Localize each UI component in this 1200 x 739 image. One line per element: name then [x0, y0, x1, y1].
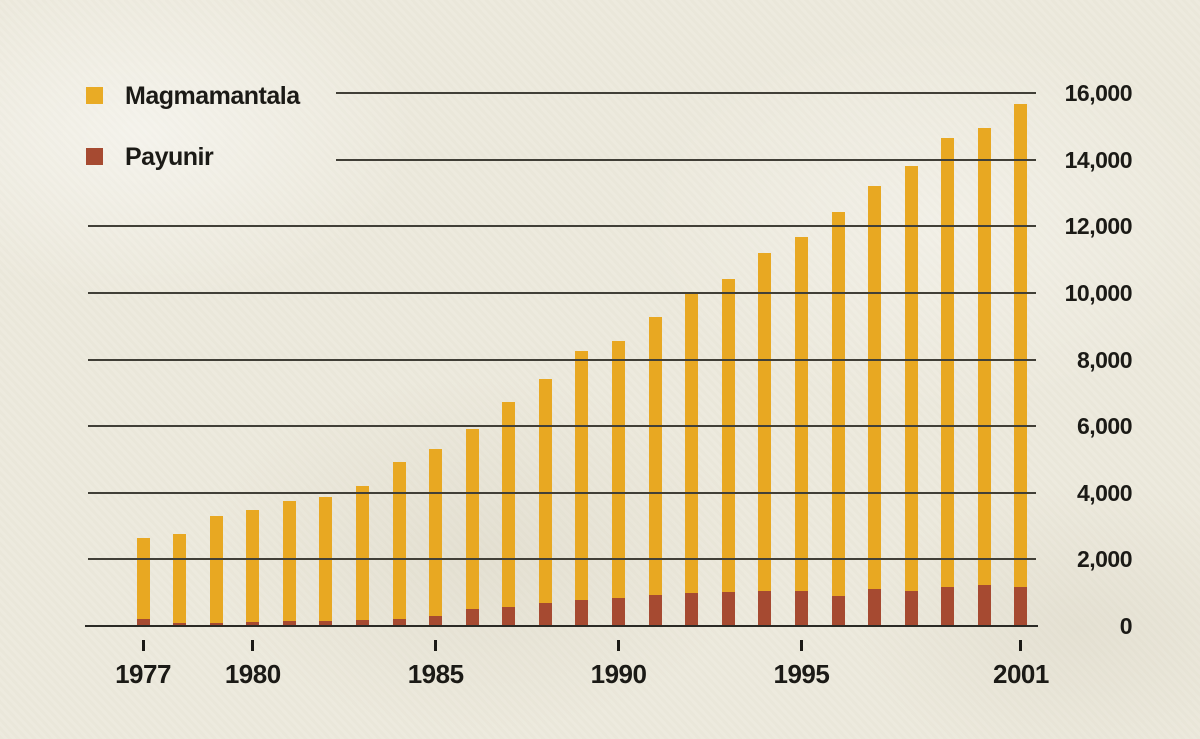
bar-magmamantala-1987: [502, 402, 516, 626]
bar-magmamantala-2001: [1014, 104, 1028, 626]
bar-payunir-1979: [209, 622, 223, 626]
bar-magmamantala-1993: [721, 279, 735, 626]
bar-magmamantala-1982: [319, 496, 333, 626]
bar-payunir-1985: [429, 616, 443, 626]
x-tick-label-2001: 2001: [992, 659, 1049, 689]
gridline-6000: [88, 425, 1036, 428]
bar-payunir-1995: [794, 591, 808, 626]
bar-payunir-1980: [246, 621, 260, 626]
legend-label-payunir: Payunir: [125, 143, 214, 171]
y-tick-label-0: 0: [1119, 613, 1133, 639]
bar-payunir-1993: [721, 592, 735, 626]
bar-payunir-1994: [758, 591, 772, 626]
gridline-14000: [336, 158, 1036, 161]
magmamantala-swatch-icon: [86, 87, 103, 104]
gridline-4000: [88, 491, 1036, 494]
x-tick-1985: [434, 640, 438, 651]
x-tick-label-1977: 1977: [115, 659, 171, 689]
y-tick-label-12000: 12,000: [1064, 213, 1133, 240]
bar-payunir-1984: [392, 619, 406, 626]
legend-label-magmamantala: Magmamantala: [125, 82, 300, 110]
y-tick-label-2000: 2,000: [1076, 546, 1133, 573]
bar-magmamantala-1977: [136, 537, 150, 626]
gridline-2000: [88, 558, 1036, 561]
bar-payunir-1978: [173, 623, 187, 626]
bar-payunir-1999: [941, 586, 955, 626]
x-tick-1995: [799, 640, 803, 651]
bar-magmamantala-1980: [246, 510, 260, 626]
bar-payunir-1987: [502, 606, 516, 626]
bar-payunir-1982: [319, 620, 333, 626]
bar-payunir-1988: [538, 603, 552, 626]
payunir-swatch-icon: [86, 148, 103, 165]
bar-payunir-2001: [1014, 586, 1028, 626]
x-tick-1980: [251, 640, 255, 651]
bar-magmamantala-1984: [392, 462, 406, 626]
x-tick-1977: [141, 640, 145, 651]
bar-magmamantala-1985: [429, 448, 443, 626]
y-tick-label-10000: 10,000: [1064, 280, 1133, 306]
bar-magmamantala-1981: [282, 501, 296, 626]
bar-payunir-1998: [904, 590, 918, 626]
bar-payunir-1997: [868, 589, 882, 626]
x-tick-label-1985: 1985: [407, 659, 464, 689]
bar-payunir-1986: [465, 609, 479, 626]
x-axis-baseline: [85, 625, 1038, 627]
y-tick-label-16000: 16,000: [1064, 80, 1133, 107]
bar-magmamantala-1997: [868, 185, 882, 626]
x-tick-label-1990: 1990: [590, 659, 647, 689]
x-tick-label-1980: 1980: [224, 659, 281, 689]
gridline-16000: [336, 92, 1036, 95]
bar-magmamantala-1994: [758, 253, 772, 626]
gridline-10000: [88, 292, 1036, 294]
bar-magmamantala-1995: [794, 236, 808, 626]
x-tick-label-1995: 1995: [773, 659, 830, 689]
bar-magmamantala-1999: [941, 137, 955, 626]
bar-magmamantala-1988: [538, 378, 552, 626]
bar-magmamantala-1979: [209, 516, 223, 626]
bar-payunir-1996: [831, 595, 845, 626]
x-tick-2001: [1019, 640, 1023, 651]
bar-magmamantala-1992: [685, 293, 699, 626]
bar-magmamantala-1996: [831, 211, 845, 626]
bar-payunir-1977: [136, 619, 150, 626]
bar-magmamantala-1983: [355, 486, 369, 626]
bar-magmamantala-1978: [173, 534, 187, 626]
bar-magmamantala-1998: [904, 166, 918, 626]
y-tick-label-14000: 14,000: [1064, 146, 1133, 173]
bar-payunir-1983: [355, 620, 369, 626]
y-tick-label-4000: 4,000: [1076, 479, 1133, 506]
bar-magmamantala-1990: [612, 340, 626, 626]
bar-magmamantala-1986: [465, 428, 479, 626]
gridline-12000: [88, 225, 1036, 228]
bar-payunir-1990: [612, 597, 626, 626]
bar-payunir-2000: [977, 585, 991, 626]
bar-magmamantala-1989: [575, 350, 589, 626]
x-tick-1990: [617, 640, 621, 651]
bar-payunir-1981: [282, 620, 296, 626]
bar-magmamantala-2000: [977, 128, 991, 626]
gridline-8000: [88, 358, 1036, 361]
y-tick-label-8000: 8,000: [1076, 346, 1133, 373]
bar-magmamantala-1991: [648, 316, 662, 626]
y-tick-label-6000: 6,000: [1076, 413, 1133, 440]
bar-payunir-1992: [685, 592, 699, 626]
bar-payunir-1991: [648, 595, 662, 626]
bar-payunir-1989: [575, 600, 589, 626]
